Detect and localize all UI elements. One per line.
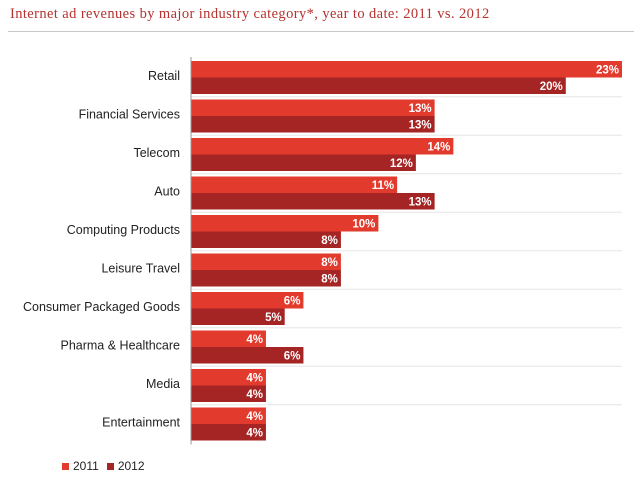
bar-pharma-healthcare-2012 bbox=[191, 347, 304, 364]
data-label-computing-products-2011: 10% bbox=[352, 219, 375, 231]
data-label-pharma-healthcare-2011: 4% bbox=[246, 334, 263, 346]
bar-entertainment-2011 bbox=[191, 407, 266, 424]
legend-swatch-2011 bbox=[62, 462, 69, 470]
legend-label-2012: 2012 bbox=[117, 459, 145, 473]
bar-telecom-2011 bbox=[191, 138, 454, 155]
bar-media-2012 bbox=[191, 385, 266, 402]
bar-retail-2011 bbox=[191, 61, 622, 78]
title-divider bbox=[8, 31, 634, 32]
data-label-retail-2012: 20% bbox=[540, 81, 563, 93]
data-label-telecom-2012: 12% bbox=[390, 158, 413, 170]
bar-media-2011 bbox=[191, 369, 266, 386]
category-label-leisure-travel: Leisure Travel bbox=[101, 262, 180, 276]
data-label-computing-products-2012: 8% bbox=[321, 235, 338, 247]
legend: 2011 2012 bbox=[62, 459, 153, 473]
legend-label-2011: 2011 bbox=[73, 459, 99, 473]
data-label-auto-2012: 13% bbox=[409, 197, 432, 209]
data-label-financial-services-2012: 13% bbox=[409, 120, 432, 132]
legend-item-2012: 2012 bbox=[106, 459, 145, 473]
data-label-retail-2011: 23% bbox=[596, 65, 619, 77]
bar-computing-products-2011 bbox=[191, 215, 379, 232]
legend-item-2011: 2011 bbox=[62, 459, 99, 473]
bar-consumer-packaged-goods-2011 bbox=[191, 292, 304, 309]
bar-computing-products-2012 bbox=[191, 231, 341, 248]
legend-swatch-2012 bbox=[106, 462, 114, 470]
category-label-auto: Auto bbox=[154, 185, 180, 199]
data-label-consumer-packaged-goods-2011: 6% bbox=[284, 296, 301, 308]
category-label-media: Media bbox=[146, 377, 180, 391]
data-label-leisure-travel-2011: 8% bbox=[321, 257, 338, 269]
data-label-media-2011: 4% bbox=[246, 373, 263, 385]
bar-leisure-travel-2012 bbox=[191, 270, 341, 287]
bar-telecom-2012 bbox=[191, 154, 416, 171]
data-label-entertainment-2012: 4% bbox=[246, 428, 263, 440]
category-label-pharma-healthcare: Pharma & Healthcare bbox=[60, 339, 180, 353]
bar-financial-services-2011 bbox=[191, 99, 435, 116]
category-label-computing-products: Computing Products bbox=[67, 223, 180, 237]
data-label-financial-services-2011: 13% bbox=[409, 103, 432, 115]
bar-auto-2011 bbox=[191, 176, 398, 193]
data-label-entertainment-2011: 4% bbox=[246, 411, 263, 423]
bar-financial-services-2012 bbox=[191, 116, 435, 133]
category-label-financial-services: Financial Services bbox=[79, 108, 180, 122]
data-label-pharma-healthcare-2012: 6% bbox=[284, 351, 301, 363]
data-label-consumer-packaged-goods-2012: 5% bbox=[265, 312, 282, 324]
data-label-telecom-2011: 14% bbox=[427, 142, 450, 154]
data-label-media-2012: 4% bbox=[246, 389, 263, 401]
bar-entertainment-2012 bbox=[191, 424, 266, 441]
bar-pharma-healthcare-2011 bbox=[191, 330, 266, 347]
category-label-telecom: Telecom bbox=[133, 146, 180, 160]
bar-retail-2012 bbox=[191, 77, 566, 94]
data-label-leisure-travel-2012: 8% bbox=[321, 274, 338, 286]
data-label-auto-2011: 11% bbox=[372, 180, 394, 192]
bar-leisure-travel-2011 bbox=[191, 253, 341, 270]
category-label-entertainment: Entertainment bbox=[102, 416, 180, 430]
bar-consumer-packaged-goods-2012 bbox=[191, 308, 285, 325]
category-label-retail: Retail bbox=[148, 69, 180, 83]
category-label-consumer-packaged-goods: Consumer Packaged Goods bbox=[23, 300, 180, 314]
chart-title: Internet ad revenues by major industry c… bbox=[10, 6, 490, 22]
bar-auto-2012 bbox=[191, 193, 435, 210]
